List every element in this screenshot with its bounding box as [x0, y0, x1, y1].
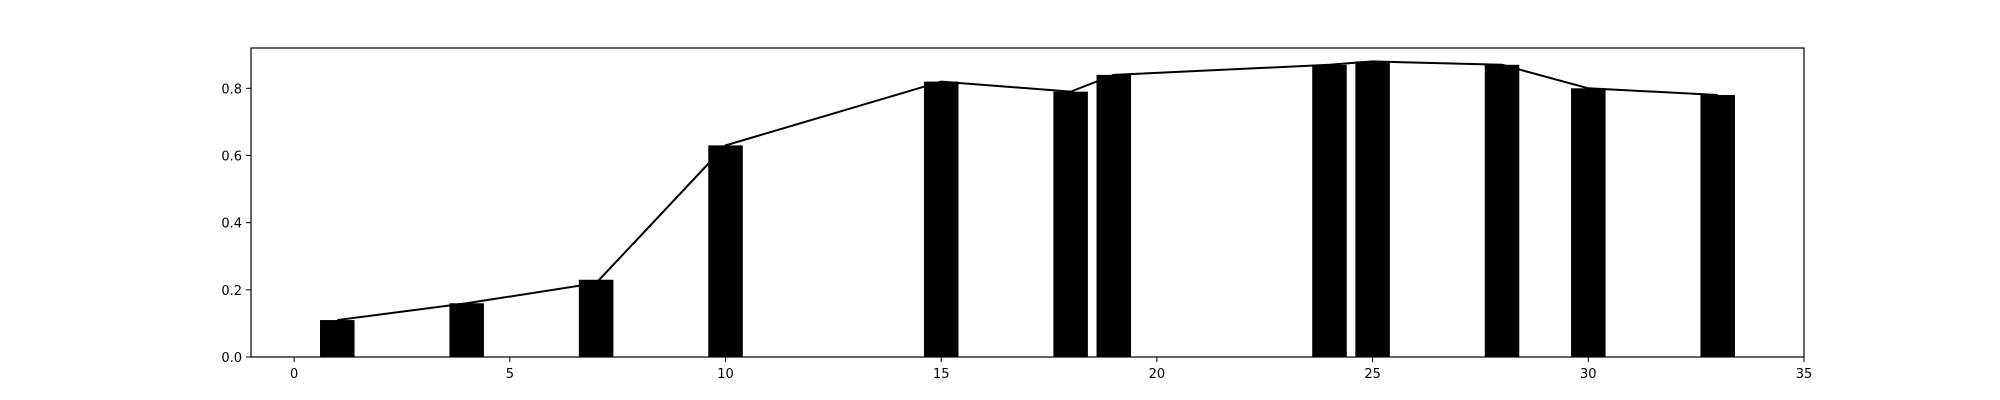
bar-24	[1312, 64, 1347, 357]
x-axis: 0 5 10 15 20 25 30 35	[290, 357, 1812, 382]
bar-1	[320, 320, 355, 357]
x-tick-label: 25	[1364, 367, 1381, 382]
y-tick-label: 0.6	[221, 149, 242, 164]
x-tick-label: 5	[506, 367, 514, 382]
x-tick-label: 30	[1580, 367, 1597, 382]
y-tick-label: 0.2	[221, 284, 242, 299]
x-tick-label: 10	[717, 367, 734, 382]
bar-33	[1700, 95, 1735, 358]
bar-10	[708, 145, 743, 357]
bar-7	[578, 279, 614, 357]
y-tick-label: 0.4	[221, 217, 242, 232]
x-tick-label: 20	[1149, 367, 1166, 382]
bar-series	[320, 61, 1735, 358]
x-tick-label: 0	[290, 367, 298, 382]
bar-25	[1355, 61, 1390, 357]
y-tick-label: 0.0	[221, 351, 242, 366]
bar-30	[1571, 88, 1606, 357]
y-axis: 0.0 0.2 0.4 0.6 0.8	[221, 82, 251, 366]
y-tick-label: 0.8	[221, 82, 242, 97]
bar-4	[449, 303, 484, 357]
bar-18	[1053, 91, 1088, 358]
x-tick-label: 35	[1796, 367, 1813, 382]
x-tick-label: 15	[933, 367, 950, 382]
line-series	[337, 60, 1718, 322]
plot-area-frame	[250, 47, 1805, 358]
bar-15	[923, 81, 959, 357]
bar-28	[1484, 64, 1520, 357]
bar-19	[1096, 74, 1132, 357]
